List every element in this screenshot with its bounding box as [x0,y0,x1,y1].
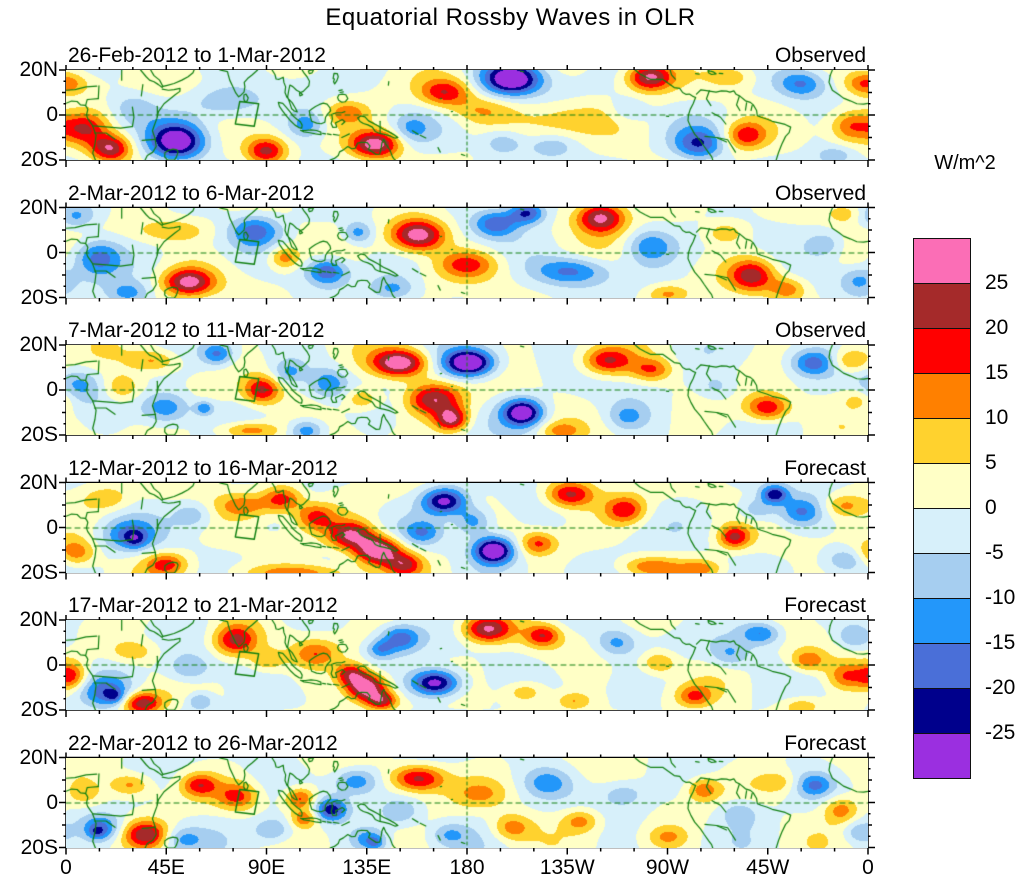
olr-anomaly-map [66,207,868,298]
colorbar-segment [913,238,971,284]
y-axis-label-20n: 20N [19,745,58,769]
colorbar-tick-label: -25 [985,721,1016,744]
panel-status-label: Observed [774,44,866,67]
panel-date-range: 26-Feb-2012 to 1-Mar-2012 [68,44,326,67]
colorbar-tick-label: 5 [985,451,997,474]
olr-anomaly-map [66,620,868,710]
colorbar-tick-label: 20 [985,316,1009,339]
colorbar-segment [913,328,971,374]
x-axis-label: 0 [60,856,72,879]
colorbar-units-label: W/m^2 [934,152,996,174]
colorbar-segment [913,598,971,644]
panel-status-label: Observed [774,181,866,205]
colorbar-tick-label: -15 [985,631,1016,654]
x-axis-label: 0 [862,856,874,879]
colorbar-tick-label: 15 [985,361,1009,384]
colorbar-segment [913,553,971,599]
colorbar-segment [913,373,971,419]
x-axis-label: 180 [449,856,485,879]
colorbar-tick-label: 0 [985,496,997,519]
panel-status-label: Forecast [784,731,866,755]
figure-title: Equatorial Rossby Waves in OLR [325,4,696,31]
y-axis-label-0: 0 [46,378,58,401]
x-axis-label: 90E [247,856,286,879]
panel-date-range: 7-Mar-2012 to 11-Mar-2012 [68,319,325,342]
y-axis-label-20n: 20N [19,608,58,631]
y-axis-label-20n: 20N [19,58,58,81]
x-axis-label: 45W [746,856,790,879]
colorbar-tick-label: 25 [985,271,1009,294]
panel-status-label: Forecast [784,594,866,617]
colorbar-segment [913,643,971,689]
olr-anomaly-map [66,482,868,573]
y-axis-label-20n: 20N [19,333,58,356]
colorbar-tick-label: 10 [985,406,1009,429]
panel-date-range: 12-Mar-2012 to 16-Mar-2012 [68,456,338,480]
y-axis-label-0: 0 [46,653,58,676]
colorbar-segment [913,418,971,464]
colorbar-segment [913,688,971,734]
colorbar-tick-label: -5 [985,541,1004,564]
colorbar-segment [913,733,971,779]
panel-date-range: 17-Mar-2012 to 21-Mar-2012 [68,594,338,617]
y-axis-label-20s: 20S [20,423,58,446]
y-axis-label-20n: 20N [19,195,58,219]
x-axis-label: 90W [645,856,690,879]
colorbar-segment [913,283,971,329]
x-axis-label: 135E [342,856,392,879]
y-axis-label-20s: 20S [20,835,58,859]
panel-date-range: 22-Mar-2012 to 26-Mar-2012 [68,731,338,755]
y-axis-label-0: 0 [46,515,58,539]
x-axis-label: 45E [147,856,185,879]
colorbar-segment [913,508,971,554]
x-axis-label: 135W [539,856,595,879]
panel-status-label: Observed [774,319,866,342]
y-axis-label-0: 0 [46,790,58,814]
y-axis-label-0: 0 [46,103,58,126]
y-axis-label-20s: 20S [20,285,58,309]
y-axis-label-20s: 20S [20,148,58,171]
colorbar-tick-label: -10 [985,586,1016,609]
colorbar-segment [913,463,971,509]
y-axis-label-0: 0 [46,240,58,264]
y-axis-label-20s: 20S [20,560,58,584]
olr-anomaly-map [66,757,868,848]
y-axis-label-20n: 20N [19,470,58,494]
colorbar-tick-label: -20 [985,676,1016,699]
y-axis-label-20s: 20S [20,698,58,721]
panel-date-range: 2-Mar-2012 to 6-Mar-2012 [68,181,315,205]
olr-anomaly-map [66,345,868,435]
olr-anomaly-map [66,70,868,160]
panel-status-label: Forecast [784,456,866,480]
